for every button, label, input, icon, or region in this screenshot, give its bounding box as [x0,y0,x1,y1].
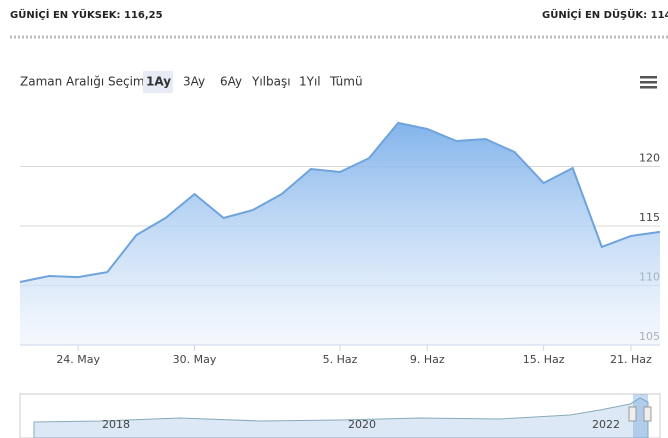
range-button-bg [143,71,173,93]
range-button[interactable]: 1Yıl [299,75,321,89]
area-fill [20,122,660,346]
navigator-handle[interactable] [628,406,637,422]
intraday-low: GÜNİÇİ EN DÜŞÜK: 114,02 [542,7,668,21]
navigator-window[interactable] [633,394,648,438]
x-tick-label: 24. May [56,353,100,366]
range-buttons: 1Ay 3Ay 6Ay Yılbaşı 1Yıl Tümü [143,71,363,93]
x-tick-label: 5. Haz [323,353,358,366]
range-button[interactable]: 3Ay [183,75,205,89]
x-tick-label: 15. Haz [523,353,565,366]
navigator [19,393,661,438]
navigator-handle[interactable] [643,406,652,422]
range-button[interactable]: 6Ay [220,75,242,89]
navigator-label: 2022 [592,418,620,431]
range-button[interactable]: Yılbaşı [251,75,291,89]
x-tick-label: 9. Haz [410,353,445,366]
x-tick-label: 21. Haz [610,353,652,366]
range-label: Zaman Aralığı Seçimi [20,75,148,89]
series-line [19,121,661,283]
x-tick-label: 30. May [173,353,217,366]
navigator-series [33,397,649,438]
navigator-label: 2020 [348,418,376,431]
range-button[interactable]: Tümü [329,75,363,89]
range-button[interactable]: 1Ay [146,75,171,89]
navigator-labels: 2018 2020 2022 [102,418,620,431]
navigator-label: 2018 [102,418,130,431]
intraday-high: GÜNİÇİ EN YÜKSEK: 116,25 [10,7,163,21]
y-tick-label: 115 [639,211,660,224]
menu-icon[interactable] [640,76,657,89]
y-tick-label: 120 [639,152,660,165]
